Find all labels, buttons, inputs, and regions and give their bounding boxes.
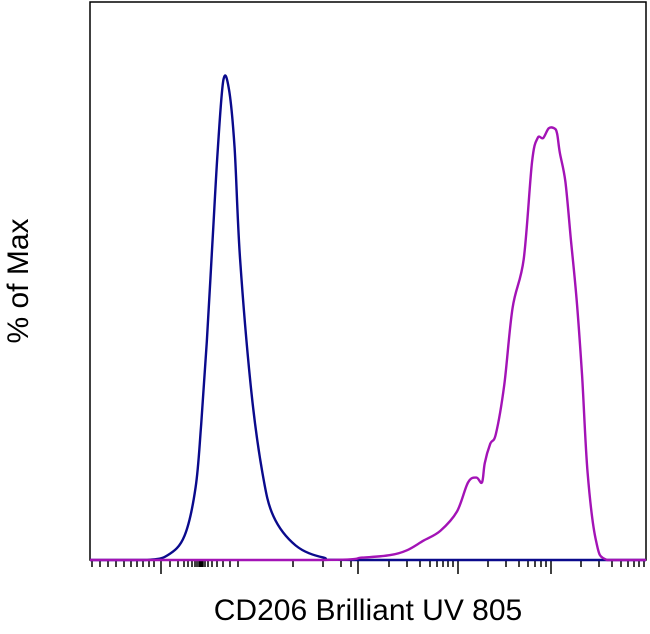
series-line-2 xyxy=(90,126,646,562)
y-axis-label: % of Max xyxy=(2,218,35,343)
plot-frame xyxy=(89,1,647,561)
series-layer xyxy=(90,74,646,562)
x-axis-ticks xyxy=(91,560,645,574)
series-line-1 xyxy=(90,74,646,562)
x-axis-label: CD206 Brilliant UV 805 xyxy=(214,594,522,627)
